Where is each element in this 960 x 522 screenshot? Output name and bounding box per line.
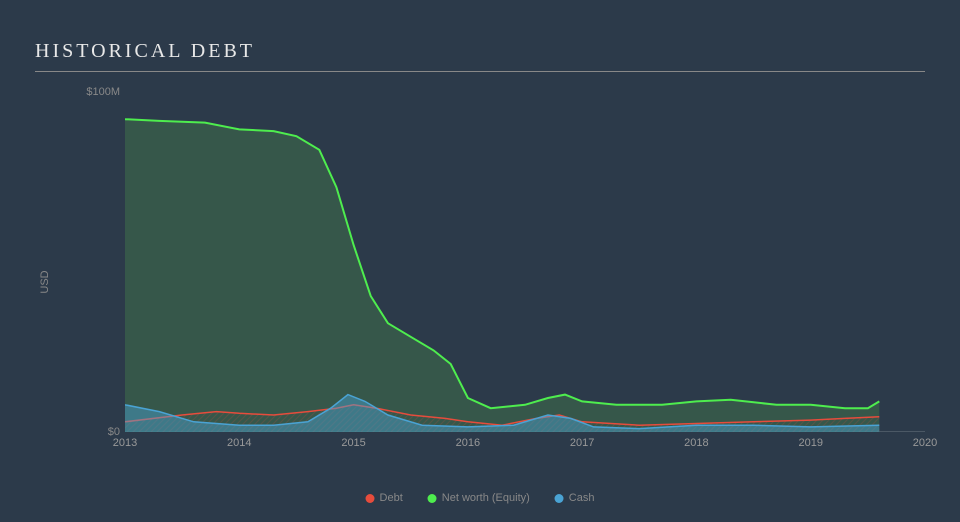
x-tick-label: 2020 <box>913 437 937 449</box>
title-divider <box>35 71 925 72</box>
x-tick-label: 2018 <box>684 437 708 449</box>
chart-area: USD $0$100M 2013201420152016201720182019… <box>65 92 925 472</box>
legend-swatch <box>428 494 437 503</box>
legend-item: Cash <box>555 492 595 504</box>
x-tick-label: 2015 <box>341 437 365 449</box>
legend-item: Net worth (Equity) <box>428 492 530 504</box>
plot-area <box>125 92 925 432</box>
legend-label: Debt <box>380 492 403 504</box>
legend-item: Debt <box>366 492 403 504</box>
x-tick-label: 2016 <box>456 437 480 449</box>
x-tick-label: 2017 <box>570 437 594 449</box>
legend-swatch <box>555 494 564 503</box>
legend-label: Net worth (Equity) <box>442 492 530 504</box>
chart-container: HISTORICAL DEBT USD $0$100M 201320142015… <box>0 0 960 522</box>
x-tick-label: 2014 <box>227 437 251 449</box>
y-tick-label: $100M <box>70 86 120 98</box>
x-tick-label: 2013 <box>113 437 137 449</box>
legend-label: Cash <box>569 492 595 504</box>
legend-swatch <box>366 494 375 503</box>
series-area-net-worth-equity- <box>125 119 879 432</box>
y-axis-label: USD <box>39 270 51 293</box>
chart-svg <box>125 92 925 432</box>
legend: Debt Net worth (Equity) Cash <box>366 492 595 504</box>
x-tick-label: 2019 <box>798 437 822 449</box>
chart-title: HISTORICAL DEBT <box>35 40 925 63</box>
